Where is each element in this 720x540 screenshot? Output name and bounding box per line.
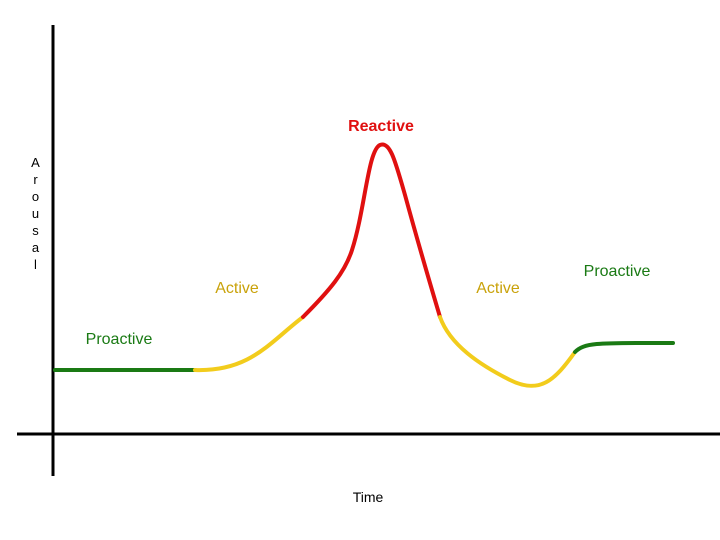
active-segment — [438, 315, 577, 388]
active-label: Active — [476, 280, 520, 297]
reactive-segment — [301, 142, 442, 319]
active-segment — [193, 315, 305, 373]
proactive-label: Proactive — [86, 331, 153, 348]
proactive-label: Proactive — [584, 263, 651, 280]
proactive-segment — [573, 340, 675, 354]
y-axis-label: Arousal — [28, 155, 43, 274]
x-axis-label: Time — [353, 489, 384, 505]
reactive-label: Reactive — [348, 118, 414, 135]
active-label: Active — [215, 280, 259, 297]
